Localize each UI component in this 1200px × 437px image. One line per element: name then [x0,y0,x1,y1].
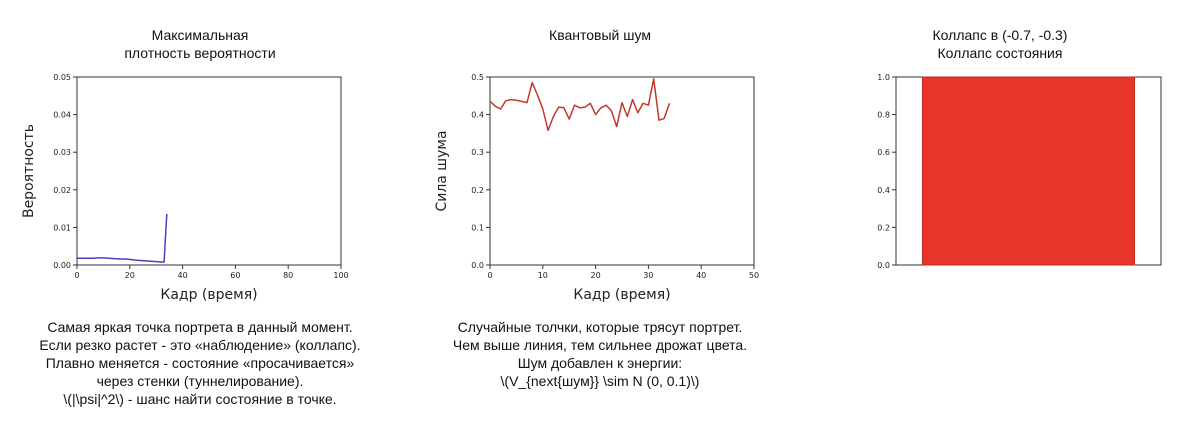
y-tick-label: 0.0 [877,261,890,270]
x-tick-label: 20 [125,271,135,280]
y-tick-label: 0.2 [877,223,890,232]
probability-panel: Максимальная плотность вероятности 0 20 40… [0,0,400,437]
plot-frame [76,76,342,266]
y-tick-label: 0.01 [53,223,71,232]
y-tick-label: 0.04 [53,111,71,120]
caption-line: Если резко растет - это «наблюдение» (ко… [39,337,361,353]
caption-line: Шум добавлен к энергии: [517,355,683,371]
x-tick-label: 80 [283,271,293,280]
x-axis-label: Кадр (время) [573,287,670,303]
y-tick-label: 0.1 [471,223,484,232]
y-tick-label: 0.6 [877,148,890,157]
x-tick-label: 0 [487,271,492,280]
y-tick-label: 0.2 [471,186,484,195]
title-line: Коллапс состояния [937,45,1063,61]
x-tick-label: 40 [696,271,706,280]
x-tick-label: 0 [74,271,79,280]
caption-line: Случайные толчки, которые трясут портрет… [457,319,743,335]
probability-chart: 0 20 40 60 80 100 0.00 0.01 0.02 0.03 0.04 0.05 Кадр… [21,73,349,303]
noise-panel: Квантовый шум 0 10 20 30 40 50 0.0 0.1 0.2 0.3 0.4… [400,0,800,437]
collapse-bar [922,76,1135,266]
collapse-panel: Коллапс в (-0.7, -0.3) Коллапс состояния… [800,0,1200,437]
x-axis-label: Кадр (время) [160,287,257,303]
noise-chart: 0 10 20 30 40 50 0.0 0.1 0.2 0.3 0.4 0.5 Кадр (время… [434,73,759,303]
caption-line: Плавно меняется - состояние «просачивает… [45,355,355,371]
y-tick-label: 0.00 [53,261,71,270]
collapse-chart: 0.0 0.2 0.4 0.6 0.8 1.0 [877,73,1162,270]
x-tick-label: 60 [230,271,240,280]
x-tick-label: 30 [643,271,653,280]
y-tick-label: 0.02 [53,186,71,195]
probability-chart-title: Максимальная плотность вероятности [0,26,400,62]
plot-frame [489,76,755,266]
title-line: плотность вероятности [124,45,276,61]
y-tick-label: 0.3 [471,148,484,157]
y-tick-label: 0.03 [53,148,71,157]
y-tick-label: 0.4 [471,111,484,120]
title-line: Квантовый шум [549,27,651,43]
probability-caption: Самая яркая точка портрета в данный моме… [0,318,400,408]
noise-chart-title: Квантовый шум [400,26,800,44]
x-tick-label: 40 [178,271,188,280]
caption-line: \(|\psi|^2\) - шанс найти состояние в то… [63,391,337,407]
title-line: Коллапс в (-0.7, -0.3) [932,27,1068,43]
y-axis-label: Вероятность [21,124,37,218]
y-tick-label: 0.5 [471,73,484,82]
x-tick-label: 100 [333,271,348,280]
y-axis-label: Сила шума [434,130,450,211]
title-line: Максимальная [151,27,249,43]
y-tick-label: 1.0 [877,73,890,82]
caption-line: через стенки (туннелирование). [96,373,304,389]
series-line [77,213,168,263]
x-tick-label: 50 [749,271,759,280]
y-tick-label: 0.4 [877,186,890,195]
y-tick-label: 0.05 [53,73,71,82]
noise-caption: Случайные толчки, которые трясут портрет… [400,318,800,390]
x-tick-label: 10 [538,271,548,280]
series-line [489,78,671,132]
y-tick-label: 0.8 [877,111,890,120]
caption-line: \(V_{next{шум}} \sim N (0, 0.1)\) [500,373,700,389]
caption-line: Чем выше линия, тем сильнее дрожат цвета… [452,337,748,353]
collapse-chart-title: Коллапс в (-0.7, -0.3) Коллапс состояния [800,26,1200,62]
x-tick-label: 20 [591,271,601,280]
caption-line: Самая яркая точка портрета в данный моме… [47,319,353,335]
y-tick-label: 0.0 [471,261,484,270]
